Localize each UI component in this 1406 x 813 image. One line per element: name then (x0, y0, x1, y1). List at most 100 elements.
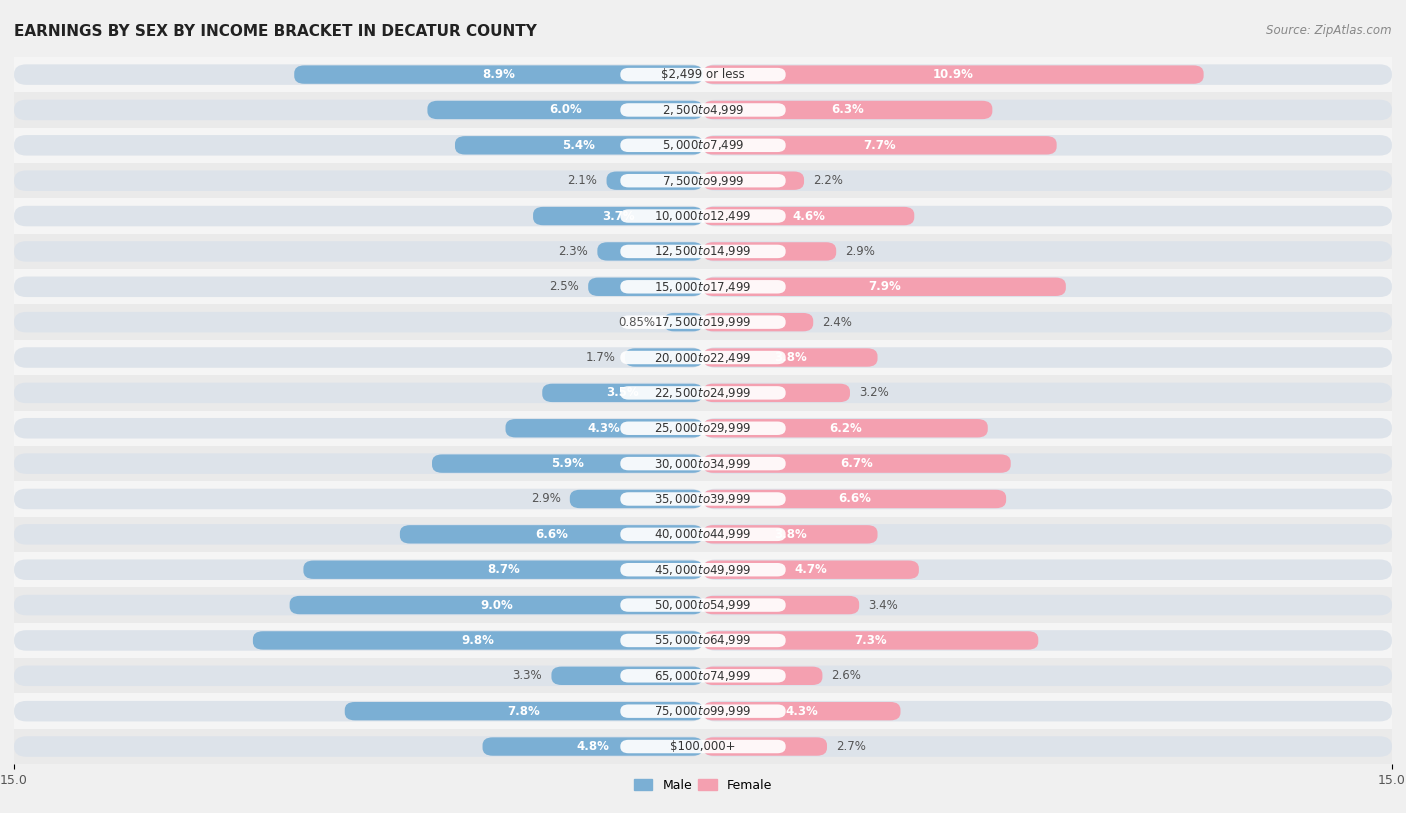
Bar (14, 269, 1392, 304)
FancyBboxPatch shape (14, 241, 703, 262)
FancyBboxPatch shape (703, 454, 1011, 473)
Text: 2.9%: 2.9% (530, 493, 561, 506)
FancyBboxPatch shape (620, 138, 786, 152)
FancyBboxPatch shape (703, 560, 920, 579)
Text: EARNINGS BY SEX BY INCOME BRACKET IN DECATUR COUNTY: EARNINGS BY SEX BY INCOME BRACKET IN DEC… (14, 24, 537, 39)
FancyBboxPatch shape (620, 67, 786, 81)
FancyBboxPatch shape (14, 347, 703, 367)
Bar (14, 128, 1392, 163)
Text: 4.3%: 4.3% (588, 422, 620, 435)
FancyBboxPatch shape (606, 172, 703, 190)
FancyBboxPatch shape (14, 418, 703, 438)
FancyBboxPatch shape (620, 386, 786, 400)
Text: 5.4%: 5.4% (562, 139, 595, 152)
Text: 2.1%: 2.1% (568, 174, 598, 187)
FancyBboxPatch shape (620, 704, 786, 718)
Text: 5.9%: 5.9% (551, 457, 583, 470)
Text: $35,000 to $39,999: $35,000 to $39,999 (654, 492, 752, 506)
Text: 2.4%: 2.4% (823, 315, 852, 328)
Text: $40,000 to $44,999: $40,000 to $44,999 (654, 528, 752, 541)
Text: 2.5%: 2.5% (550, 280, 579, 293)
FancyBboxPatch shape (620, 350, 786, 364)
Text: $5,000 to $7,499: $5,000 to $7,499 (662, 138, 744, 152)
Text: $7,500 to $9,999: $7,500 to $9,999 (662, 174, 744, 188)
FancyBboxPatch shape (432, 454, 703, 473)
FancyBboxPatch shape (304, 560, 703, 579)
FancyBboxPatch shape (703, 595, 1392, 615)
FancyBboxPatch shape (703, 277, 1066, 296)
FancyBboxPatch shape (703, 454, 1392, 474)
Bar (14, 552, 1392, 587)
FancyBboxPatch shape (14, 206, 703, 226)
FancyBboxPatch shape (703, 347, 1392, 367)
FancyBboxPatch shape (290, 596, 703, 615)
FancyBboxPatch shape (703, 100, 1392, 120)
Text: $30,000 to $34,999: $30,000 to $34,999 (654, 457, 752, 471)
Text: 6.0%: 6.0% (548, 103, 582, 116)
Text: $50,000 to $54,999: $50,000 to $54,999 (654, 598, 752, 612)
FancyBboxPatch shape (703, 64, 1392, 85)
Bar (14, 233, 1392, 269)
Text: 1.7%: 1.7% (586, 351, 616, 364)
Text: $100,000+: $100,000+ (671, 740, 735, 753)
FancyBboxPatch shape (14, 135, 703, 155)
Text: $2,499 or less: $2,499 or less (661, 68, 745, 81)
FancyBboxPatch shape (703, 737, 1392, 757)
Text: 2.7%: 2.7% (837, 740, 866, 753)
FancyBboxPatch shape (427, 101, 703, 120)
FancyBboxPatch shape (14, 276, 703, 297)
FancyBboxPatch shape (703, 631, 1038, 650)
FancyBboxPatch shape (14, 666, 703, 686)
FancyBboxPatch shape (253, 631, 703, 650)
FancyBboxPatch shape (620, 421, 786, 435)
Bar (14, 693, 1392, 729)
Bar (14, 411, 1392, 446)
FancyBboxPatch shape (620, 315, 786, 329)
FancyBboxPatch shape (703, 524, 1392, 545)
FancyBboxPatch shape (703, 172, 804, 190)
Text: $65,000 to $74,999: $65,000 to $74,999 (654, 669, 752, 683)
Text: 3.2%: 3.2% (859, 386, 889, 399)
FancyBboxPatch shape (482, 737, 703, 756)
Text: 8.7%: 8.7% (486, 563, 520, 576)
FancyBboxPatch shape (620, 457, 786, 471)
FancyBboxPatch shape (703, 702, 900, 720)
Text: 10.9%: 10.9% (932, 68, 974, 81)
FancyBboxPatch shape (703, 135, 1392, 155)
FancyBboxPatch shape (703, 242, 837, 261)
Bar (14, 304, 1392, 340)
Bar (14, 587, 1392, 623)
Text: 7.7%: 7.7% (863, 139, 896, 152)
Text: 9.0%: 9.0% (479, 598, 513, 611)
FancyBboxPatch shape (14, 312, 703, 333)
FancyBboxPatch shape (703, 419, 988, 437)
Text: 4.8%: 4.8% (576, 740, 609, 753)
Bar (14, 517, 1392, 552)
Text: $75,000 to $99,999: $75,000 to $99,999 (654, 704, 752, 718)
Text: $22,500 to $24,999: $22,500 to $24,999 (654, 386, 752, 400)
Text: 8.9%: 8.9% (482, 68, 515, 81)
FancyBboxPatch shape (703, 171, 1392, 191)
FancyBboxPatch shape (703, 276, 1392, 297)
FancyBboxPatch shape (703, 206, 1392, 226)
FancyBboxPatch shape (664, 313, 703, 332)
Text: $17,500 to $19,999: $17,500 to $19,999 (654, 315, 752, 329)
FancyBboxPatch shape (620, 245, 786, 259)
Text: $25,000 to $29,999: $25,000 to $29,999 (654, 421, 752, 435)
FancyBboxPatch shape (14, 383, 703, 403)
FancyBboxPatch shape (14, 737, 703, 757)
Text: 3.8%: 3.8% (773, 351, 807, 364)
FancyBboxPatch shape (620, 669, 786, 683)
FancyBboxPatch shape (703, 667, 823, 685)
FancyBboxPatch shape (703, 489, 1392, 509)
FancyBboxPatch shape (703, 241, 1392, 262)
FancyBboxPatch shape (703, 207, 914, 225)
FancyBboxPatch shape (14, 171, 703, 191)
Text: 4.6%: 4.6% (792, 210, 825, 223)
Bar (14, 729, 1392, 764)
Text: $55,000 to $64,999: $55,000 to $64,999 (654, 633, 752, 647)
FancyBboxPatch shape (620, 492, 786, 506)
Bar (14, 92, 1392, 128)
FancyBboxPatch shape (703, 418, 1392, 438)
FancyBboxPatch shape (506, 419, 703, 437)
